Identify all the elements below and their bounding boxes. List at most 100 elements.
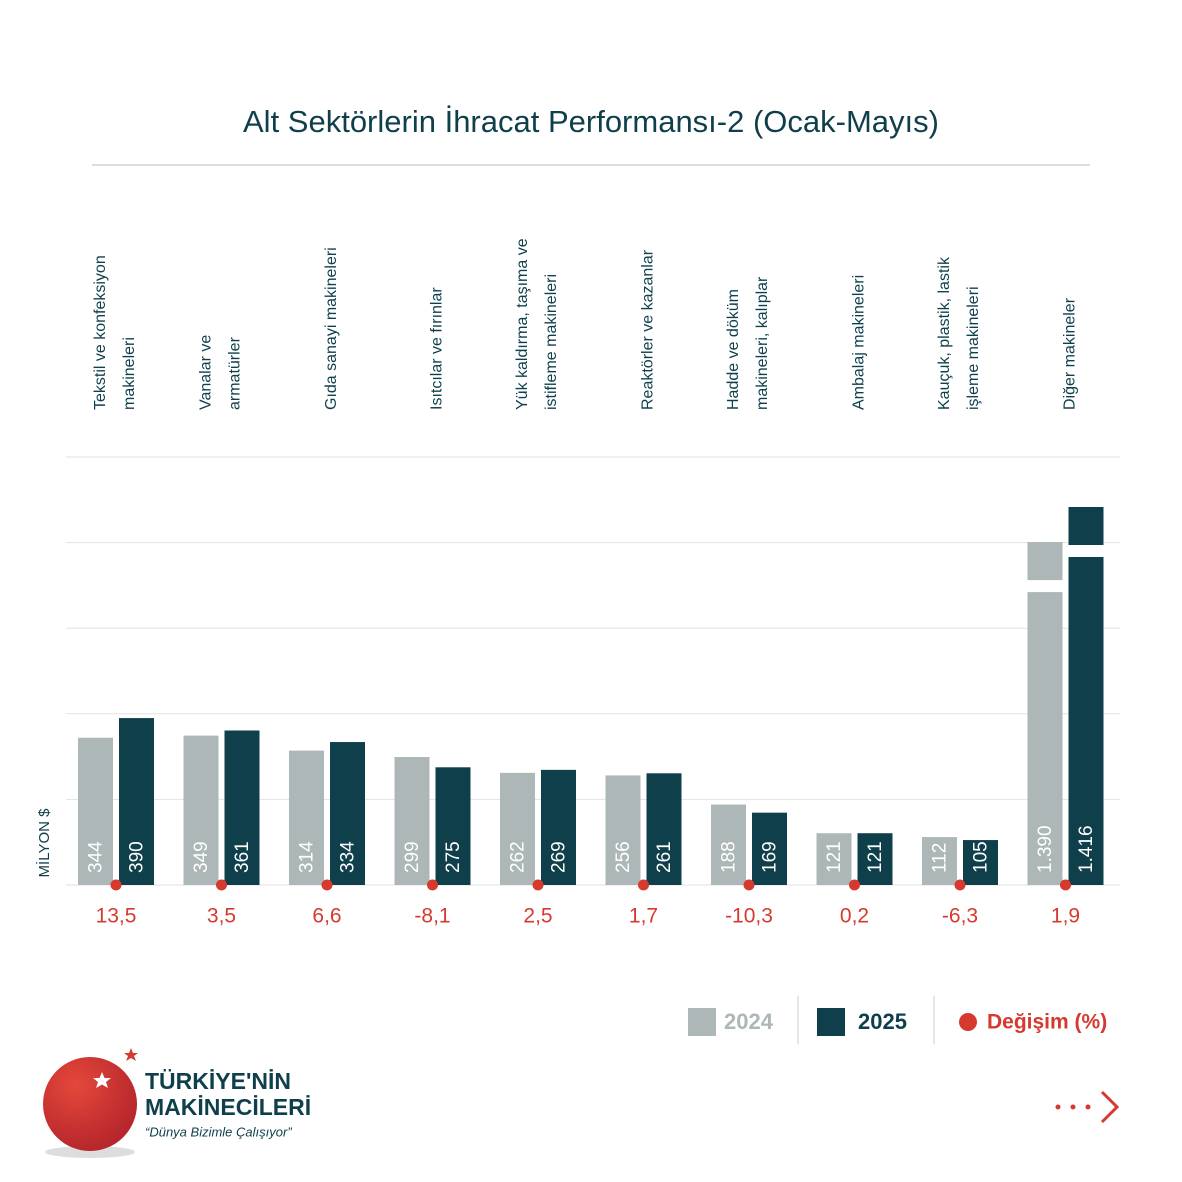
bar [394, 757, 430, 885]
change-marker [532, 879, 544, 891]
logo-star [93, 1072, 111, 1088]
category-label: Ambalaj makineleri [851, 275, 868, 410]
bar [605, 775, 641, 885]
value-label: 334 [338, 841, 359, 873]
value-label: 1.390 [1035, 825, 1056, 873]
bar [752, 812, 787, 885]
legend: 2024 2025 Değişim (%) [688, 996, 1107, 1044]
change-label: -8,1 [414, 905, 450, 928]
legend-swatch [688, 1008, 716, 1036]
value-label: 1.416 [1076, 825, 1097, 873]
change-marker [321, 879, 333, 891]
value-label: 112 [930, 843, 951, 873]
bar [922, 837, 957, 885]
bar [1027, 542, 1063, 885]
bar [816, 833, 852, 885]
value-label: 361 [232, 841, 253, 873]
change-label: 6,6 [312, 905, 341, 928]
legend-label: 2024 [724, 1009, 774, 1034]
legend-label: 2025 [858, 1009, 907, 1034]
change-marker [216, 879, 227, 891]
change-label: 2,5 [523, 905, 552, 928]
logo-star [124, 1048, 138, 1061]
arrow-dot [1085, 1104, 1091, 1110]
change-label: 3,5 [207, 905, 236, 928]
bar-segment [1068, 507, 1104, 545]
category-label: istifleme makineleri [543, 274, 560, 410]
change-marker [110, 879, 122, 891]
category-label: Yük kaldırma, taşıma ve [514, 238, 531, 410]
logo-shadow [45, 1146, 135, 1158]
bar-segment [1027, 592, 1063, 885]
arrow-chevron [1100, 1090, 1120, 1124]
arrow-dot [1055, 1104, 1061, 1110]
category-label: makineleri, kalıplar [754, 276, 771, 410]
next-arrow[interactable] [1055, 1090, 1120, 1124]
bar [435, 767, 471, 885]
change-marker [427, 879, 438, 891]
change-label: -10,3 [725, 905, 773, 928]
bar [78, 737, 113, 885]
value-label: 262 [508, 841, 529, 873]
value-label: 344 [86, 841, 107, 873]
bar [646, 773, 682, 885]
value-label: 188 [719, 841, 740, 873]
category-label: Vanalar ve [198, 335, 215, 410]
change-marker [1060, 879, 1071, 891]
bar [1068, 507, 1104, 885]
category-label: Kauçuk, plastik, lastik [936, 256, 953, 410]
change-marker [743, 879, 755, 891]
bar [963, 840, 998, 885]
category-label: Diğer makineler [1062, 297, 1079, 410]
category-label: armatürler [227, 336, 244, 410]
category-label: işleme makineleri [965, 286, 982, 410]
value-label: 390 [127, 841, 148, 873]
category-label: Reaktörler ve kazanlar [640, 249, 657, 410]
bar [224, 730, 260, 885]
bar [289, 750, 324, 885]
chart-title: Alt Sektörlerin İhracat Performansı-2 (O… [243, 104, 939, 139]
category-label: makineleri [121, 337, 138, 410]
legend-label: Değişim (%) [987, 1011, 1107, 1034]
change-label: -6,3 [942, 905, 978, 928]
y-axis-label: MİLYON $ [35, 808, 53, 878]
value-label: 169 [760, 841, 781, 873]
category-label: Isıtcılar ve fırınlar [429, 287, 446, 410]
change-label: 13,5 [96, 905, 137, 928]
value-label: 256 [613, 841, 634, 873]
bar [857, 833, 893, 885]
bar-segment [1068, 557, 1104, 885]
value-label: 275 [443, 841, 464, 873]
logo: TÜRKİYE'NİN MAKİNECİLERİ “Dünya Bizimle … [43, 1048, 311, 1158]
change-marker [954, 879, 966, 891]
bar [711, 804, 746, 885]
bar [119, 718, 154, 885]
change-marker [849, 879, 860, 891]
arrow-dot [1070, 1104, 1076, 1110]
category-label: Hadde ve döküm [725, 289, 742, 410]
bar [330, 742, 365, 885]
change-marker [638, 879, 649, 891]
bar-segment [1027, 542, 1063, 581]
bar [541, 769, 576, 885]
value-label: 314 [297, 841, 318, 873]
value-label: 121 [865, 841, 886, 873]
change-label: 1,9 [1051, 905, 1080, 928]
change-label: 1,7 [629, 905, 658, 928]
category-label: Tekstil ve konfeksiyon [92, 255, 109, 410]
change-label: 0,2 [840, 905, 869, 928]
value-label: 105 [971, 841, 992, 873]
bar [183, 735, 219, 885]
value-label: 299 [402, 841, 423, 873]
value-label: 121 [824, 841, 845, 873]
legend-swatch [817, 1008, 845, 1036]
value-label: 269 [549, 841, 570, 873]
value-label: 349 [191, 841, 212, 873]
bar [500, 772, 535, 885]
logo-slogan: “Dünya Bizimle Çalışıyor” [145, 1124, 292, 1139]
logo-text: TÜRKİYE'NİN [145, 1068, 291, 1094]
logo-circle [43, 1057, 137, 1151]
category-label: Gıda sanayi makineleri [323, 247, 340, 410]
